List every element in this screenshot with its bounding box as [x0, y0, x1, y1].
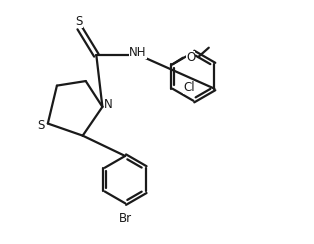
- Text: NH: NH: [129, 46, 147, 59]
- Text: O: O: [186, 51, 195, 64]
- Text: N: N: [104, 98, 113, 111]
- Text: S: S: [75, 15, 83, 28]
- Text: Br: Br: [119, 212, 132, 225]
- Text: Cl: Cl: [183, 81, 195, 94]
- Text: S: S: [37, 119, 45, 132]
